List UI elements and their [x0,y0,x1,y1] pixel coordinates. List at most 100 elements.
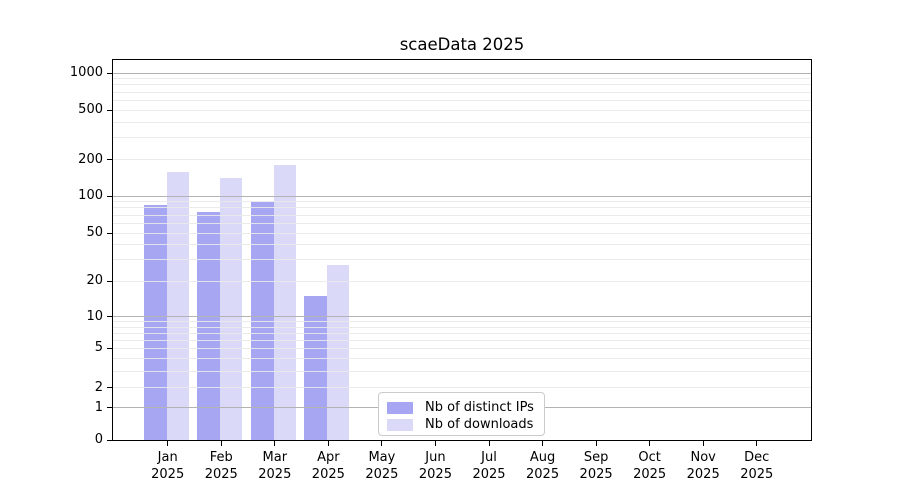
minor-gridline [113,109,811,111]
y-axis-tick [107,439,112,441]
y-axis-tick [107,72,112,74]
minor-gridline [113,280,811,282]
x-axis-tick [542,441,544,446]
bar-nb-of-downloads-feb-2025 [220,178,243,440]
x-axis-tick-label-year: 2025 [418,467,452,482]
x-axis-tick-label: Oct 2025 [618,449,682,483]
x-axis-tick [381,441,383,446]
y-axis-tick-label: 2 [94,379,103,395]
x-axis-tick-label: Jan 2025 [136,449,200,483]
y-axis-tick [107,232,112,234]
x-axis-tick-label: Mar 2025 [243,449,307,483]
y-axis-tick-label: 50 [86,225,103,240]
minor-gridline [113,214,811,216]
bar-nb-of-distinct-ips-jan-2025 [143,204,167,440]
minor-gridline [113,159,811,160]
bar-nb-of-distinct-ips-feb-2025 [197,212,221,440]
minor-gridline [113,207,811,209]
x-axis-tick [702,441,704,446]
x-axis-tick-label-year: 2025 [258,467,292,482]
chart-title: scaeData 2025 [399,35,525,54]
y-axis-tick-label: 10 [86,308,103,324]
minor-gridline [113,326,811,328]
y-axis-tick [107,316,112,317]
y-axis-tick [107,347,112,349]
y-axis-tick-label: 5 [94,340,103,356]
y-axis-tick-label: 1000 [69,65,103,80]
x-axis-tick [274,441,276,446]
legend-item-distinct-ips: Nb of distinct IPs [379,399,544,416]
y-axis-tick-label: 100 [78,188,103,203]
x-axis-tick-label: Jul 2025 [457,449,521,483]
y-axis-tick [107,159,112,160]
x-axis-tick-label: Apr 2025 [296,449,360,483]
minor-gridline [113,259,811,261]
minor-gridline [113,99,811,101]
bar-nb-of-downloads-apr-2025 [327,265,350,440]
x-axis-tick-label-year: 2025 [740,467,774,482]
x-axis-tick-label: Dec 2025 [725,449,789,483]
minor-gridline [113,84,811,86]
bar-nb-of-downloads-mar-2025 [273,165,296,440]
x-axis-tick-label-year: 2025 [365,467,399,482]
bar-nb-of-downloads-jan-2025 [166,172,189,440]
y-axis-tick [107,195,112,197]
minor-gridline [113,339,811,341]
x-axis-tick [327,441,329,446]
x-axis-tick-label-year: 2025 [686,467,720,482]
y-axis-tick-label: 500 [78,102,103,117]
x-axis-tick-label: May 2025 [350,449,414,483]
x-axis-tick-label: Sep 2025 [564,449,628,483]
bar-nb-of-distinct-ips-mar-2025 [250,201,274,440]
minor-gridline [113,358,811,360]
y-axis-tick [107,407,112,409]
x-axis-tick [167,441,169,446]
y-axis-tick [107,387,112,389]
minor-gridline [113,78,811,80]
minor-gridline [113,91,811,93]
minor-gridline [113,244,811,246]
legend: Nb of distinct IPs Nb of downloads [378,392,545,436]
x-axis-tick [756,441,758,446]
x-axis-tick-label-year: 2025 [472,467,506,482]
x-axis-tick-label-year: 2025 [526,467,560,482]
plot-area [112,59,812,441]
y-axis-tick-label: 200 [78,151,103,167]
bar-nb-of-distinct-ips-apr-2025 [304,295,328,440]
minor-gridline [113,121,811,123]
x-axis-tick-label-year: 2025 [204,467,238,482]
legend-label-distinct-ips: Nb of distinct IPs [425,400,534,415]
x-axis-tick-label-year: 2025 [633,467,667,482]
major-gridline [113,72,811,74]
y-axis-tick-label: 20 [86,273,103,288]
y-axis-tick [107,280,112,282]
minor-gridline [113,201,811,203]
major-gridline [113,316,811,317]
x-axis-tick [220,441,222,446]
x-axis-tick-label: Aug 2025 [511,449,575,483]
x-axis-tick [595,441,597,446]
y-axis-tick [107,109,112,111]
minor-gridline [113,332,811,334]
legend-swatch-distinct-ips [387,401,413,414]
minor-gridline [113,321,811,322]
minor-gridline [113,347,811,349]
y-axis-tick-label: 1 [94,399,103,415]
legend-label-downloads: Nb of downloads [425,417,534,432]
major-gridline [113,195,811,197]
x-axis-tick [649,441,651,446]
x-axis-tick-label: Jun 2025 [403,449,467,483]
x-axis-tick-label: Feb 2025 [189,449,253,483]
x-axis-tick-label-year: 2025 [311,467,345,482]
minor-gridline [113,222,811,224]
y-axis-tick-label: 0 [94,432,103,447]
legend-item-downloads: Nb of downloads [379,416,544,433]
minor-gridline [113,232,811,234]
legend-swatch-downloads [387,418,413,431]
x-axis-tick-label: Nov 2025 [671,449,735,483]
minor-gridline [113,387,811,389]
x-axis-tick [434,441,436,446]
minor-gridline [113,370,811,372]
x-axis-tick [488,441,490,446]
